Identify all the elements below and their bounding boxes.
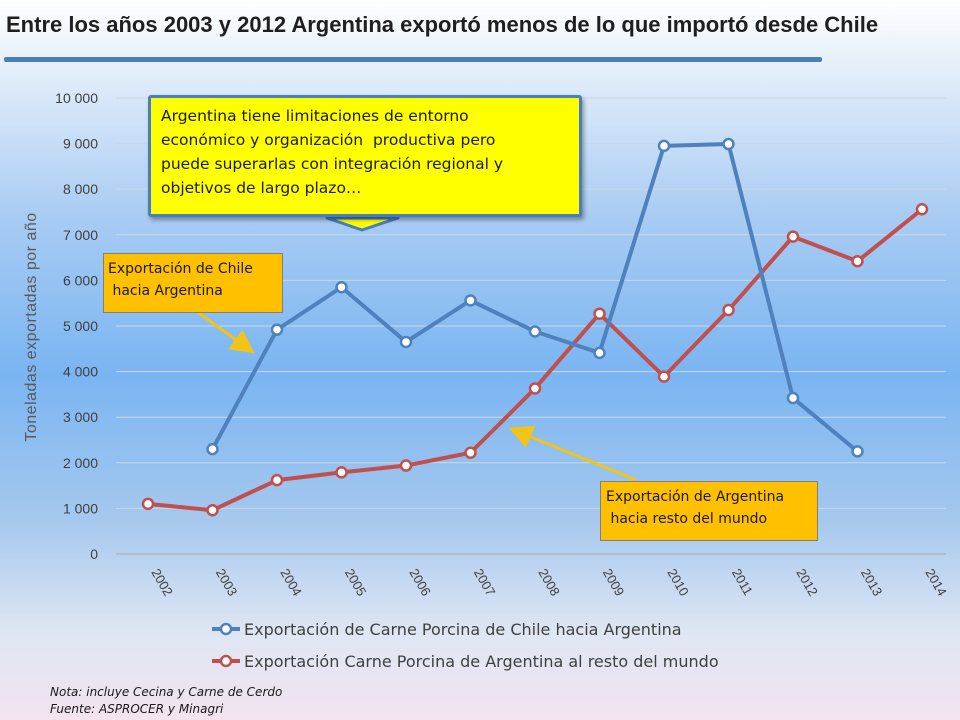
callout-main-line: Argentina tiene limitaciones de entorno bbox=[161, 107, 469, 125]
data-point bbox=[206, 503, 219, 517]
note-text: Nota: incluye Cecina y Carne de Cerdo bbox=[50, 685, 283, 699]
callout-argentina-series: Exportación de Argentina hacia resto del… bbox=[600, 481, 818, 541]
callout-argentina-line: Exportación de Argentina bbox=[606, 489, 785, 505]
callout-main-line: económico y organización productiva pero bbox=[161, 131, 496, 149]
y-tick-label: 8 000 bbox=[63, 181, 98, 197]
y-tick-label: 1 000 bbox=[63, 500, 98, 516]
data-point bbox=[528, 382, 542, 395]
data-point bbox=[722, 137, 735, 151]
data-point bbox=[464, 294, 477, 307]
callout-main-line: objetivos de largo plazo… bbox=[161, 179, 362, 197]
footnotes: Nota: incluye Cecina y Carne de Cerdo Fu… bbox=[50, 684, 282, 718]
data-point bbox=[593, 307, 606, 320]
x-axis-ticks: 2002 2003 2004 2005 2006 2007 2008 2009 2010 2011… bbox=[148, 566, 949, 599]
data-point bbox=[786, 391, 800, 405]
x-tick-label: 2012 bbox=[793, 566, 820, 599]
series-chile bbox=[206, 137, 864, 458]
x-tick-label: 2002 bbox=[148, 566, 175, 599]
x-tick-label: 2013 bbox=[858, 566, 885, 599]
data-point bbox=[464, 446, 477, 460]
y-axis-label: Toneladas exportadas por año bbox=[23, 212, 40, 441]
y-tick-label: 4 000 bbox=[63, 364, 98, 380]
data-point bbox=[722, 303, 735, 317]
y-tick-label: 3 000 bbox=[63, 409, 98, 425]
x-tick-label: 2003 bbox=[213, 566, 240, 599]
y-tick-label: 7 000 bbox=[63, 227, 98, 243]
series bbox=[141, 137, 929, 517]
x-tick-label: 2007 bbox=[471, 566, 498, 599]
x-tick-label: 2004 bbox=[277, 566, 304, 599]
callout-chile-line: hacia Argentina bbox=[108, 283, 223, 299]
legend-label: Exportación de Carne Porcina de Chile ha… bbox=[244, 620, 682, 639]
data-point bbox=[528, 325, 542, 338]
x-tick-label: 2009 bbox=[600, 566, 627, 599]
callout-chile-series: Exportación de Chile hacia Argentina bbox=[103, 253, 283, 313]
callout-main-line: puede superarlas con integración regiona… bbox=[161, 155, 504, 173]
legend-entry: Exportación de Carne Porcina de Chile ha… bbox=[212, 620, 682, 639]
legend-marker bbox=[219, 622, 233, 636]
data-point bbox=[399, 335, 413, 349]
callout-argentina-line: hacia resto del mundo bbox=[606, 511, 768, 527]
data-point bbox=[270, 323, 284, 336]
callout-chile-line: Exportación de Chile bbox=[108, 261, 253, 277]
series-argentina bbox=[141, 203, 929, 517]
callout-pointer bbox=[325, 216, 400, 232]
y-tick-label: 9 000 bbox=[63, 136, 98, 152]
y-tick-label: 5 000 bbox=[63, 318, 98, 334]
x-tick-label: 2011 bbox=[729, 566, 756, 598]
x-tick-label: 2014 bbox=[922, 566, 949, 599]
data-point bbox=[399, 459, 413, 472]
y-tick-label: 0 bbox=[90, 546, 98, 562]
title-underline bbox=[4, 57, 822, 62]
data-point bbox=[206, 442, 219, 456]
legend: Exportación de Carne Porcina de Chile ha… bbox=[212, 620, 719, 671]
data-point bbox=[851, 254, 864, 268]
y-axis-ticks: 0 1 000 2 000 3 000 4 000 5 000 6 000 7 000 8 00… bbox=[55, 90, 98, 562]
y-tick-label: 10 000 bbox=[55, 90, 98, 106]
arrow-argentina bbox=[508, 425, 637, 482]
legend-entry: Exportación Carne Porcina de Argentina a… bbox=[212, 652, 719, 671]
source-text: Fuente: ASPROCER y Minagri bbox=[50, 702, 224, 716]
x-tick-label: 2010 bbox=[664, 566, 691, 599]
data-point bbox=[593, 346, 606, 360]
data-point bbox=[141, 497, 155, 511]
legend-label: Exportación Carne Porcina de Argentina a… bbox=[244, 652, 719, 671]
y-tick-label: 6 000 bbox=[63, 272, 98, 288]
legend-marker bbox=[219, 654, 233, 668]
data-point bbox=[270, 473, 284, 487]
page-title: Entre los años 2003 y 2012 Argentina exp… bbox=[6, 12, 879, 37]
x-tick-label: 2008 bbox=[535, 566, 562, 599]
data-point bbox=[786, 230, 800, 243]
y-tick-label: 2 000 bbox=[63, 455, 98, 471]
data-point bbox=[335, 466, 348, 479]
x-tick-label: 2006 bbox=[406, 566, 433, 599]
callout-main-note: Argentina tiene limitaciones de entorno … bbox=[148, 95, 582, 217]
data-point bbox=[335, 280, 348, 294]
data-point bbox=[915, 203, 929, 216]
data-point bbox=[657, 139, 671, 153]
data-point bbox=[657, 370, 671, 383]
data-point bbox=[851, 445, 864, 458]
x-tick-label: 2005 bbox=[342, 566, 369, 599]
